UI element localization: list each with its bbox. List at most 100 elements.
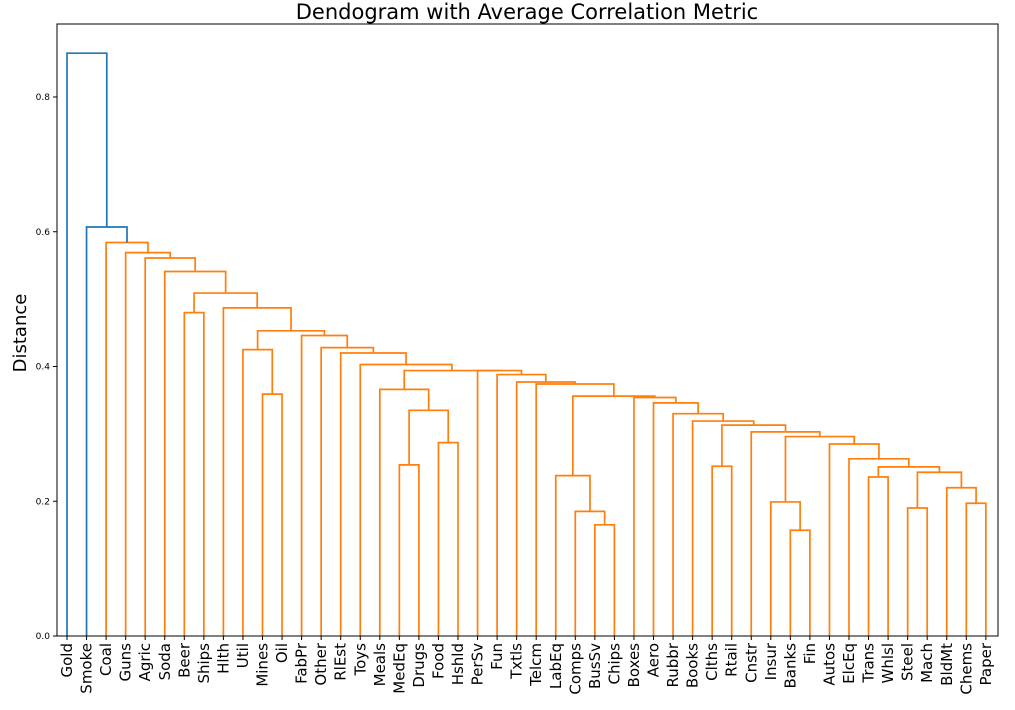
dendrogram-link-Dh [320,346,375,636]
leaf-label-hlth: Hlth [214,643,232,674]
leaf-label-cnstr: Cnstr [742,642,760,683]
leaf-label-soda: Soda [156,643,174,680]
dendrogram-link-Ac [574,510,606,636]
leaf-label-chips: Chips [605,643,623,685]
dendrogram-link-Ge [916,471,963,508]
leaf-label-gold: Gold [58,643,76,678]
leaf-label-coal: Coal [97,643,115,676]
dendrogram-link-Dg [339,352,407,636]
leaf-label-whlsl: Whlsl [879,643,897,684]
leaf-label-rtail: Rtail [723,643,741,677]
leaf-label-bussv: BusSv [586,643,604,689]
dendrogram-link-Ec [144,257,197,636]
leaf-label-food: Food [429,643,447,679]
plot-frame [56,23,999,637]
dendrogram-link-Ab [594,523,616,636]
dendrogram-link-Cd [672,412,725,636]
dendrogram-link-Ba [261,393,283,636]
leaf-label-util: Util [234,643,252,668]
leaf-label-medeq: MedEq [390,643,408,694]
leaf-label-elceq: ElcEq [840,643,858,684]
leaf-label-labeq: LabEq [547,643,565,689]
dendrogram-link-Be [193,292,259,313]
dendrogram-link-Gc [965,502,987,636]
dendrogram-link-Ed [124,251,172,636]
leaf-label-trans: Trans [860,643,878,684]
dendrogram-link-Da [398,464,420,636]
dendrogram-link-Ha [85,226,128,636]
dendrogram-link-Db [437,441,459,636]
leaf-label-toys: Toys [351,643,369,677]
y-tick-label: 0.8 [36,93,51,103]
leaf-label-fin: Fin [801,643,819,664]
dendrogram-link-Hb [66,52,108,636]
leaf-label-comps: Comps [566,643,584,695]
dendrogram-link-Ce [652,402,699,636]
dendrogram-link-De [403,369,500,390]
leaf-label-rlest: RlEst [332,643,350,681]
dendrogram-link-Fd [750,431,821,636]
y-tick-label: 0.4 [36,363,51,373]
dendrogram-link-Ai [476,369,523,636]
leaf-label-paper: Paper [977,642,995,685]
chart-title: Dendogram with Average Correlation Metri… [296,0,758,24]
leaf-label-fabpr: FabPr [293,642,311,684]
dendrogram-link-Cf [633,396,677,636]
leaf-label-boxes: Boxes [625,643,643,688]
leaf-label-steel: Steel [899,643,917,681]
leaf-label-beer: Beer [175,642,193,678]
dendrogram-link-Dd [378,388,430,636]
dendrogram-link-Dc [408,409,450,465]
dendrogram-link-Gi [828,443,880,636]
y-tick-label: 0.6 [36,228,51,238]
dendrogram-link-Bb [242,348,274,636]
leaf-label-persv: PerSv [469,643,487,685]
y-tick-label: 0.2 [36,497,50,507]
dendrogram-link-Fc [784,435,856,502]
dendrogram-link-Ah [496,373,547,636]
leaf-label-chems: Chems [957,643,975,695]
dendrogram-link-Eb [163,270,227,636]
dendrogram-link-Gb [906,507,929,636]
dendrogram-link-Ca [711,465,733,636]
leaf-label-other: Other [312,642,330,685]
leaf-label-clths: Clths [703,643,721,681]
dendrogram-link-Bd [222,307,292,636]
leaf-label-ships: Ships [195,643,213,684]
leaf-label-rubbr: Rubbr [664,642,682,687]
leaf-label-banks: Banks [781,643,799,689]
leaf-label-insur: Insur [762,642,780,680]
leaf-label-aero: Aero [645,643,663,677]
leaf-label-meals: Meals [371,643,389,687]
leaf-label-fun: Fun [488,643,506,670]
leaf-label-mach: Mach [918,643,936,683]
y-axis-ticks: 0.0 0.2 0.4 0.6 0.8 [36,93,57,642]
leaf-label-hshld: Hshld [449,643,467,685]
dendrogram-link-Gg [877,466,941,477]
dendrogram-link-Ea [183,311,205,636]
leaf-label-txtls: Txtls [508,643,526,680]
x-axis-leaf-labels: Gold Smoke Coal Guns Agric Soda Beer Ships Hlth U… [58,636,995,695]
leaf-label-agric: Agric [136,643,154,681]
y-tick-label: 0.0 [36,632,51,642]
leaf-label-smoke: Smoke [78,643,96,694]
dendrogram-link-Bc [256,329,326,350]
leaf-label-telcm: Telcm [527,643,545,687]
dendrogram-link-Gf [867,476,889,636]
leaf-label-guns: Guns [117,643,135,682]
dendrogram-link-Fa [769,501,801,636]
dendrogram-link-Fb [789,529,811,636]
dendrogram-link-Gh [848,457,910,636]
dendrogram-links [66,52,987,636]
dendrogram-link-Ag [515,381,576,636]
leaf-label-drugs: Drugs [410,643,428,688]
leaf-label-bldmt: BldMt [938,643,956,686]
dendrogram-link-Cc [691,420,755,636]
dendrogram-link-Df [359,363,453,636]
y-axis-label: Distance [10,294,31,373]
dendrogram-link-Gd [945,486,977,636]
dendrogram-link-Di [300,334,349,636]
leaf-label-oil: Oil [273,643,291,663]
dendrogram-link-Ee [105,241,149,636]
